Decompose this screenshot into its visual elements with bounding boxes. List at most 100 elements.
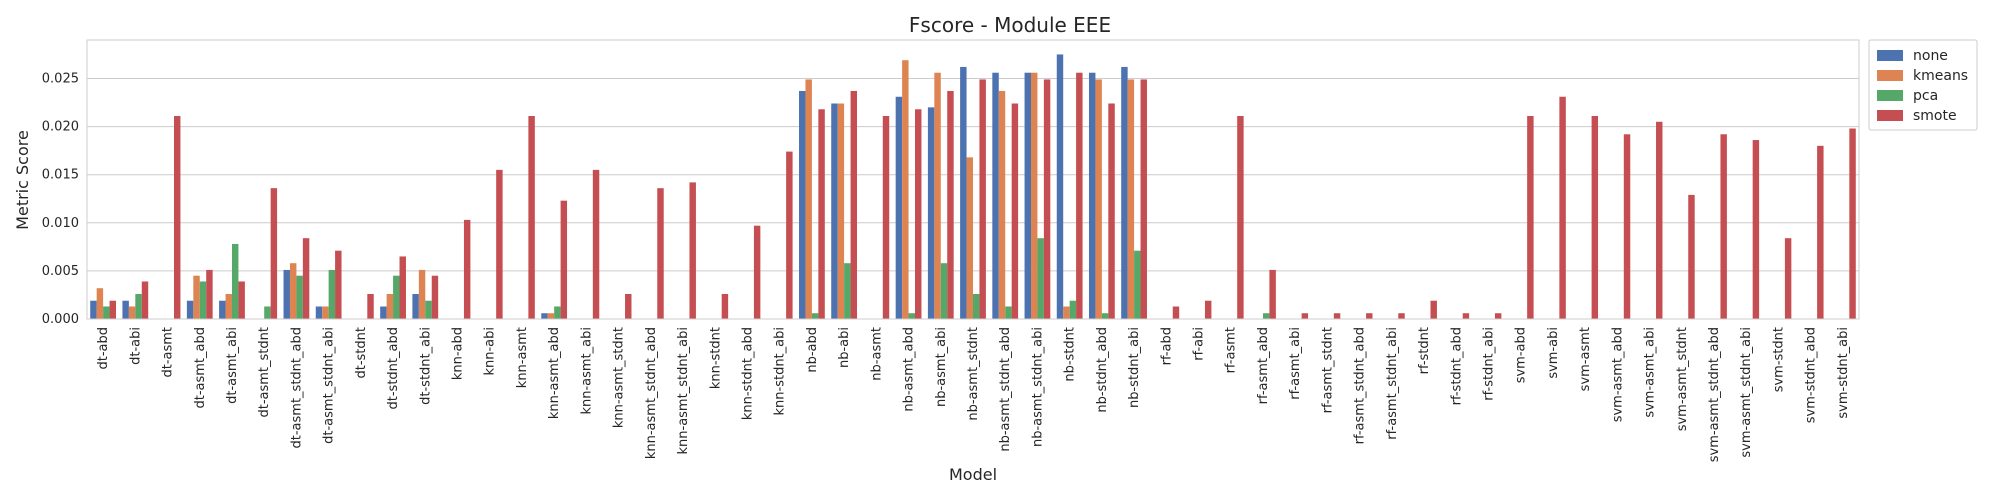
bar-smote <box>882 116 890 319</box>
bar-pca <box>296 275 303 319</box>
x-tick-label: svm-stdnt <box>1771 327 1786 392</box>
bar-kmeans <box>837 103 845 319</box>
bar-smote <box>1849 128 1856 319</box>
bar-smote <box>141 281 149 319</box>
bar-none <box>90 300 97 319</box>
x-tick-label: dt-asmt_abi <box>225 327 240 404</box>
bar-smote <box>1688 194 1695 319</box>
bar-none <box>380 306 387 319</box>
bar-kmeans <box>193 275 200 319</box>
x-tick-label: knn-stdnt_abd <box>740 327 755 420</box>
bar-pca <box>908 313 916 319</box>
bar-pca <box>393 275 400 319</box>
x-tick-label: svm-asmt_stdnt_abi <box>1739 327 1754 458</box>
x-tick-label: nb-asmt_stdnt_abd <box>998 327 1013 452</box>
bar-kmeans <box>386 293 394 319</box>
bar-smote <box>270 188 278 319</box>
x-tick-label: nb-stdnt_abi <box>1127 327 1142 408</box>
x-tick-label: knn-stdnt_abi <box>773 327 788 416</box>
bar-smote <box>1656 121 1663 319</box>
bar-smote <box>1237 116 1244 319</box>
bar-smote <box>1301 313 1309 319</box>
bar-smote <box>1752 140 1760 319</box>
bar-smote <box>1559 96 1566 319</box>
x-tick-label: nb-asmt_stdnt <box>966 327 981 421</box>
bar-none <box>960 66 967 319</box>
x-tick-label: knn-stdnt <box>708 327 723 389</box>
bar-smote <box>850 90 858 319</box>
x-tick-label: dt-asmt_stdnt_abi <box>322 327 337 444</box>
x-tick-label: rf-asmt_abi <box>1288 327 1303 400</box>
bar-none <box>283 269 290 319</box>
bar-none <box>895 96 903 319</box>
bar-kmeans <box>1063 306 1070 319</box>
x-tick-label: svm-asmt_stdnt_abd <box>1707 327 1722 462</box>
bar-smote <box>206 269 213 319</box>
x-tick-label: dt-asmt <box>161 327 176 378</box>
bar-smote <box>109 300 116 319</box>
x-tick-label: rf-asmt <box>1224 327 1239 373</box>
bar-kmeans <box>289 263 297 319</box>
x-tick-label: knn-abi <box>483 327 498 376</box>
x-tick-label: knn-abd <box>451 327 466 380</box>
bar-kmeans <box>998 90 1006 319</box>
y-tick-label: 0.010 <box>42 216 79 231</box>
bar-smote <box>689 182 696 319</box>
bar-smote <box>625 293 632 319</box>
x-tick-label: dt-abi <box>128 327 143 365</box>
bar-smote <box>173 116 181 319</box>
y-tick-label: 0.005 <box>42 264 79 279</box>
bar-smote <box>1172 306 1180 319</box>
bar-smote <box>979 79 986 319</box>
bar-none <box>992 72 999 319</box>
bar-smote <box>1462 313 1470 319</box>
x-tick-label: rf-stdnt_abi <box>1481 327 1496 401</box>
x-tick-label: knn-asmt_stdnt <box>612 327 627 428</box>
bar-none <box>412 293 419 319</box>
bar-pca <box>940 263 948 319</box>
bar-smote <box>1623 134 1631 319</box>
bar-kmeans <box>96 288 104 319</box>
bar-smote <box>1398 313 1405 319</box>
x-axis-label: Model <box>949 465 997 484</box>
x-tick-label: knn-asmt_stdnt_abd <box>644 327 659 459</box>
legend: none kmeans pca smote <box>1868 39 1978 131</box>
bar-none <box>186 300 194 319</box>
legend-swatch-none <box>1877 50 1903 61</box>
bar-smote <box>753 225 761 319</box>
bar-smote <box>335 250 342 319</box>
bar-pca <box>1037 238 1044 319</box>
bar-kmeans <box>547 313 555 319</box>
bar-smote <box>818 109 825 319</box>
x-tick-label: rf-asmt_stdnt_abd <box>1353 327 1368 444</box>
x-tick-label: svm-asmt_abd <box>1610 327 1625 422</box>
bar-smote <box>399 256 406 319</box>
x-tick-label: nb-asmt_abi <box>934 327 949 407</box>
bar-pca <box>1005 306 1012 319</box>
bar-none <box>315 306 323 319</box>
x-tick-label: rf-abi <box>1192 327 1207 361</box>
bar-smote <box>592 169 600 319</box>
x-tick-label: dt-asmt_stdnt <box>257 327 272 418</box>
bar-kmeans <box>1127 79 1135 319</box>
legend-swatch-smote <box>1877 110 1903 121</box>
legend-label: kmeans <box>1913 68 1968 84</box>
bar-smote <box>1591 116 1599 319</box>
bar-none <box>799 90 806 319</box>
bar-smote <box>1366 313 1373 319</box>
bar-smote <box>1720 134 1727 319</box>
bar-none <box>219 300 226 319</box>
bar-smote <box>560 200 568 319</box>
bar-pca <box>231 243 239 319</box>
x-tick-label: knn-asmt_abd <box>547 327 562 419</box>
bar-smote <box>1204 300 1212 319</box>
bar-pca <box>135 293 142 319</box>
bar-pca <box>328 269 336 319</box>
y-tick-label: 0.020 <box>42 120 79 135</box>
x-tick-label: dt-stdnt_abi <box>418 327 433 405</box>
bar-pca <box>554 306 561 319</box>
bar-pca <box>1134 250 1141 319</box>
bar-smote <box>431 275 439 319</box>
